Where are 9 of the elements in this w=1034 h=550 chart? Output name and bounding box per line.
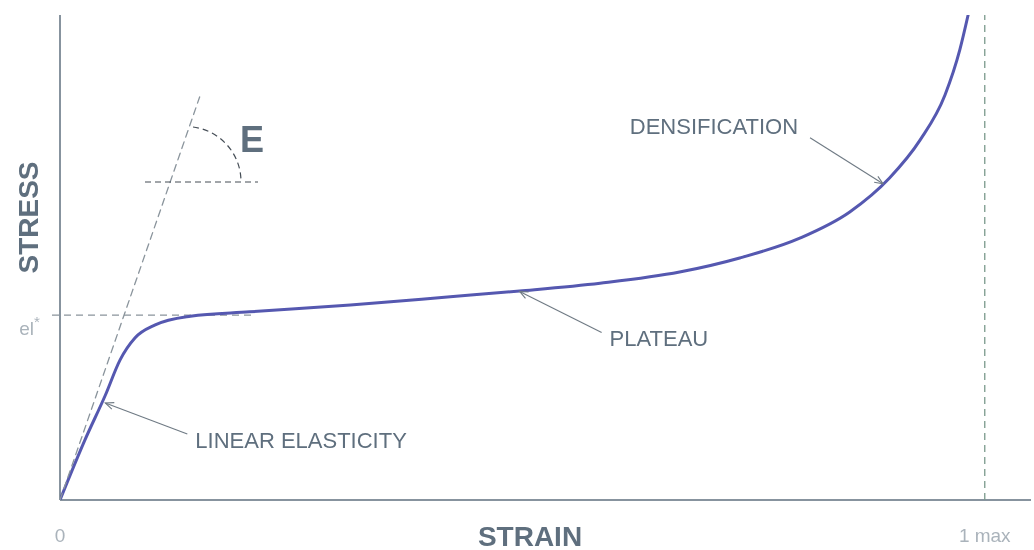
x-axis-title: STRAIN (477, 521, 583, 550)
annotation: E (240, 119, 265, 160)
annotation: LINEAR ELASTICITY (195, 428, 408, 453)
annotation: PLATEAU (609, 326, 709, 352)
x-tick-label: 0 (54, 525, 66, 546)
y-axis-title: STRESS (13, 161, 44, 274)
x-tick-label: 1 max (958, 525, 1012, 546)
ref-line-label: el$^{*}$ (19, 312, 41, 340)
annotation: DENSIFICATION (629, 113, 799, 139)
